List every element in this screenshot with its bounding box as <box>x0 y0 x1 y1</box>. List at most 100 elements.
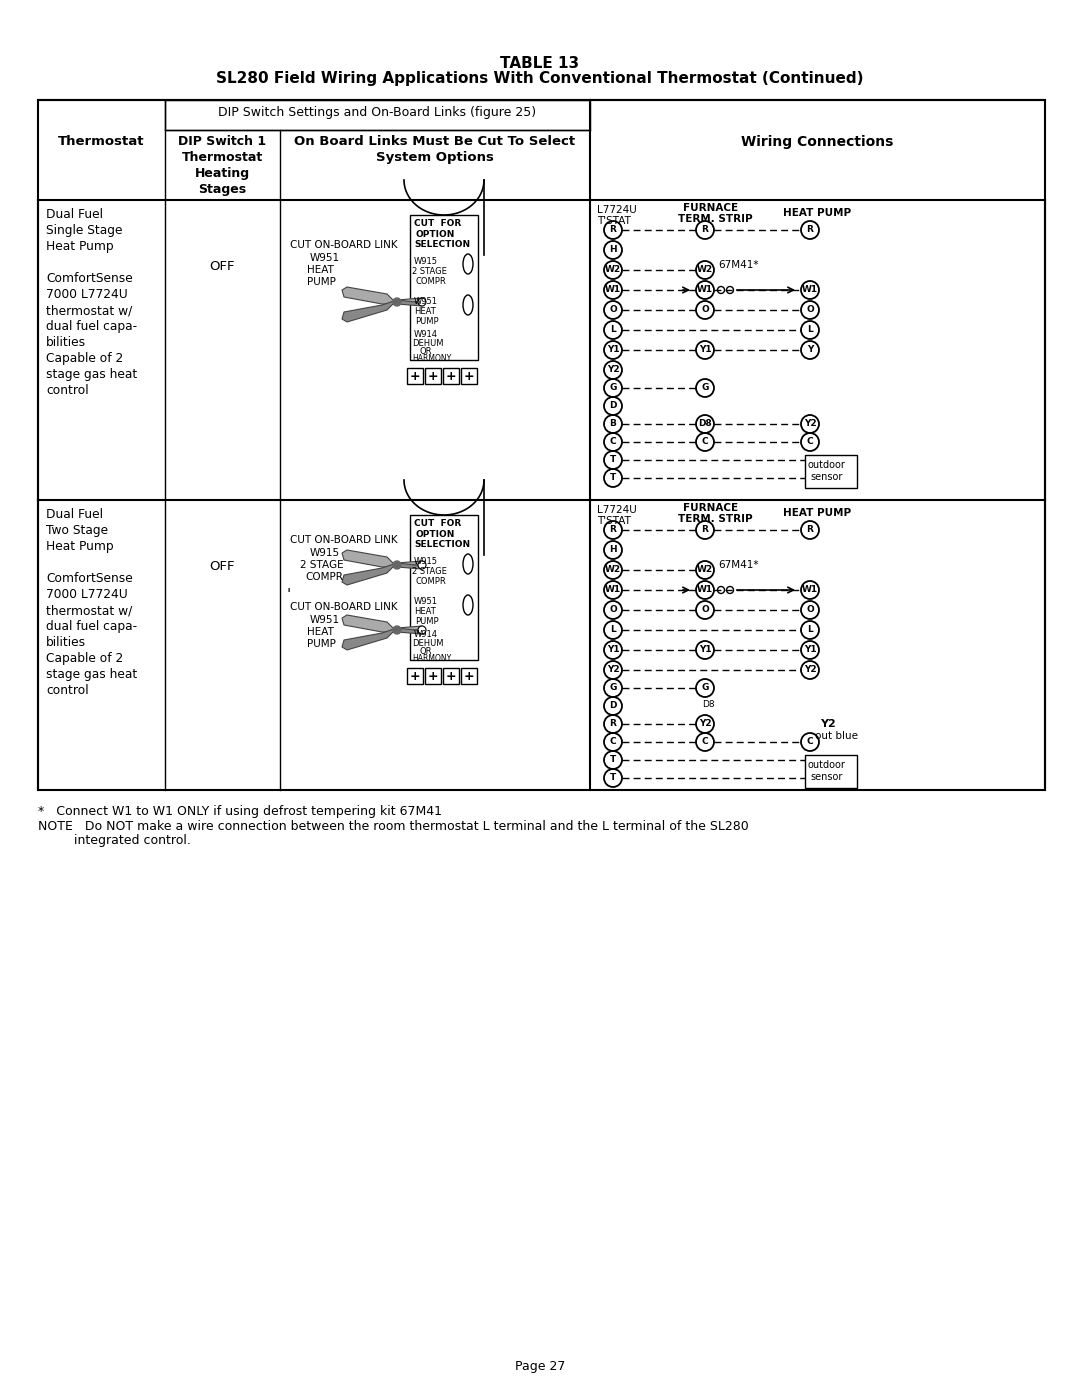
Text: G: G <box>609 384 617 393</box>
Text: C: C <box>702 738 708 746</box>
Text: HEAT PUMP: HEAT PUMP <box>783 509 851 518</box>
Text: Y2: Y2 <box>607 665 619 675</box>
Text: C: C <box>610 437 617 447</box>
Text: TERM. STRIP: TERM. STRIP <box>678 514 753 524</box>
Text: Y1: Y1 <box>607 645 619 655</box>
Text: Thermostat: Thermostat <box>57 136 145 148</box>
Text: O: O <box>701 306 708 314</box>
Text: W914: W914 <box>414 330 438 339</box>
Text: W1: W1 <box>802 585 818 595</box>
Text: W951: W951 <box>310 253 340 263</box>
Bar <box>805 754 858 788</box>
Text: C: C <box>610 738 617 746</box>
Circle shape <box>418 626 426 634</box>
Text: +: + <box>463 669 474 683</box>
Text: PUMP: PUMP <box>415 617 438 626</box>
Text: SELECTION: SELECTION <box>414 541 470 549</box>
Text: Y1: Y1 <box>699 345 712 355</box>
Ellipse shape <box>463 254 473 274</box>
Text: W915: W915 <box>310 548 340 557</box>
Text: HARMONY: HARMONY <box>411 353 451 363</box>
Polygon shape <box>342 615 397 631</box>
Text: +: + <box>409 369 420 383</box>
Text: +: + <box>409 669 420 683</box>
Circle shape <box>393 562 401 569</box>
Text: PUMP: PUMP <box>307 638 336 650</box>
Text: SL280 Field Wiring Applications With Conventional Thermostat (Continued): SL280 Field Wiring Applications With Con… <box>216 71 864 87</box>
Text: R: R <box>807 525 813 535</box>
Text: R: R <box>609 525 617 535</box>
Bar <box>407 367 423 384</box>
Text: TABLE 13: TABLE 13 <box>500 56 580 70</box>
Circle shape <box>727 286 733 293</box>
Text: HEAT PUMP: HEAT PUMP <box>783 208 851 218</box>
Text: R: R <box>702 225 708 235</box>
Circle shape <box>418 298 426 306</box>
Bar <box>410 515 478 659</box>
Circle shape <box>393 626 401 634</box>
Ellipse shape <box>463 555 473 574</box>
Bar <box>426 668 441 685</box>
Text: CUT ON-BOARD LINK: CUT ON-BOARD LINK <box>291 602 397 612</box>
Text: Y1: Y1 <box>804 645 816 655</box>
Bar <box>443 668 459 685</box>
Polygon shape <box>397 300 424 306</box>
Text: +: + <box>463 369 474 383</box>
Text: OR: OR <box>419 346 432 356</box>
Text: L7724U: L7724U <box>597 205 637 215</box>
Text: D: D <box>609 701 617 711</box>
Text: O: O <box>701 605 708 615</box>
Bar <box>443 367 459 384</box>
Text: L: L <box>807 626 813 634</box>
Text: On Board Links Must Be Cut To Select
System Options: On Board Links Must Be Cut To Select Sys… <box>295 136 576 163</box>
Text: R: R <box>702 525 708 535</box>
Text: T'STAT: T'STAT <box>597 515 631 527</box>
Text: T: T <box>610 774 616 782</box>
Text: D: D <box>609 401 617 411</box>
Text: HEAT: HEAT <box>307 265 334 275</box>
Text: FURNACE: FURNACE <box>683 503 738 513</box>
Circle shape <box>717 286 725 293</box>
Text: out blue: out blue <box>815 731 858 740</box>
Ellipse shape <box>463 295 473 314</box>
Text: CUT ON-BOARD LINK: CUT ON-BOARD LINK <box>291 535 397 545</box>
Text: D8: D8 <box>702 700 714 710</box>
Text: CUT  FOR: CUT FOR <box>414 219 461 228</box>
Text: OFF: OFF <box>210 560 234 573</box>
Text: W1: W1 <box>697 285 713 295</box>
Text: CUT  FOR: CUT FOR <box>414 520 461 528</box>
Text: *   Connect W1 to W1 ONLY if using defrost tempering kit 67M41: * Connect W1 to W1 ONLY if using defrost… <box>38 805 442 819</box>
Circle shape <box>418 562 426 569</box>
Text: O: O <box>806 605 814 615</box>
Polygon shape <box>342 629 397 650</box>
Text: T'STAT: T'STAT <box>597 217 631 226</box>
Text: D8: D8 <box>698 419 712 429</box>
Circle shape <box>393 298 401 306</box>
Text: Y2: Y2 <box>804 665 816 675</box>
Text: 67M41*: 67M41* <box>718 560 758 570</box>
Text: CUT ON-BOARD LINK: CUT ON-BOARD LINK <box>291 240 397 250</box>
Text: B: B <box>609 419 617 429</box>
Polygon shape <box>397 626 424 631</box>
Text: HEAT: HEAT <box>414 307 435 316</box>
Polygon shape <box>397 629 424 634</box>
Text: OPTION: OPTION <box>416 231 456 239</box>
Bar <box>461 367 477 384</box>
Polygon shape <box>342 300 397 321</box>
Text: W1: W1 <box>605 585 621 595</box>
Text: L: L <box>610 326 616 334</box>
Text: DIP Switch 1
Thermostat
Heating
Stages: DIP Switch 1 Thermostat Heating Stages <box>178 136 266 196</box>
Text: W2: W2 <box>605 265 621 274</box>
Text: +: + <box>446 369 457 383</box>
Text: O: O <box>806 306 814 314</box>
Text: DEHUM: DEHUM <box>411 339 444 348</box>
Text: C: C <box>702 437 708 447</box>
Text: Y: Y <box>807 345 813 355</box>
Bar <box>410 215 478 360</box>
Text: FURNACE: FURNACE <box>683 203 738 212</box>
Polygon shape <box>397 298 424 305</box>
Polygon shape <box>342 550 397 567</box>
Text: PUMP: PUMP <box>415 317 438 326</box>
Text: +: + <box>428 369 438 383</box>
Text: G: G <box>701 683 708 693</box>
